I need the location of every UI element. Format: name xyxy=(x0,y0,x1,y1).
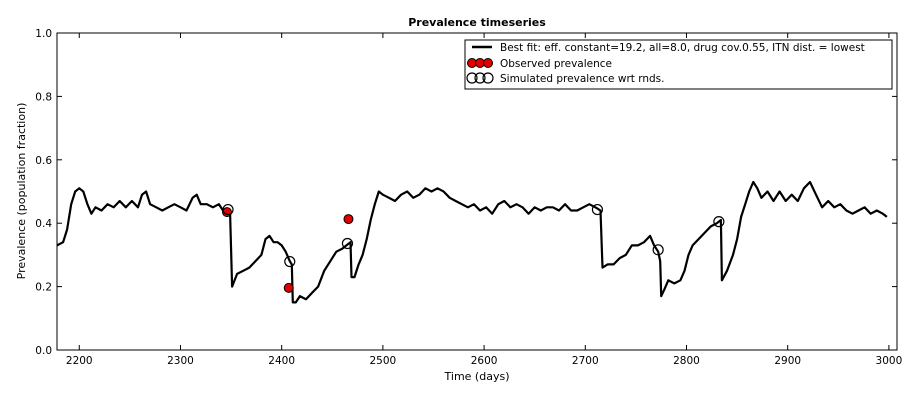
x-tick-label: 2400 xyxy=(268,355,295,367)
plot-frame xyxy=(56,32,898,351)
simulated-point xyxy=(591,203,604,216)
y-tick-label: 0.2 xyxy=(35,282,52,294)
observed-point xyxy=(343,214,354,225)
x-tick-label: 2300 xyxy=(167,355,194,367)
chart-title: Prevalence timeseries xyxy=(408,16,546,29)
y-axis-label: Prevalence (population fraction) xyxy=(15,103,28,280)
y-tick-label: 0.8 xyxy=(35,91,52,103)
y-tick-label: 0.0 xyxy=(35,345,52,357)
simulated-point xyxy=(713,216,725,228)
legend-simulated-markers xyxy=(466,72,494,84)
simulated-point xyxy=(652,244,664,256)
y-tick-label: 0.6 xyxy=(35,155,52,167)
legend-observed-markers xyxy=(467,58,493,68)
x-tick-label: 2700 xyxy=(572,355,599,367)
y-axis: 0.0 0.2 0.4 0.6 0.8 1.0 xyxy=(35,28,897,357)
x-tick-label: 2500 xyxy=(370,355,397,367)
legend-simulated-marker xyxy=(466,72,478,84)
legend-simulated-marker xyxy=(474,72,486,84)
x-tick-label: 3000 xyxy=(876,355,903,367)
legend-label-best-fit: Best fit: eff. constant=19.2, all=8.0, d… xyxy=(500,42,865,54)
y-tick-label: 0.4 xyxy=(35,218,52,230)
simulated-prevalence-points xyxy=(222,203,725,268)
x-axis: 2200 2300 2400 2500 2600 2700 2800 2900 3000 xyxy=(66,33,902,367)
legend: Best fit: eff. constant=19.2, all=8.0, d… xyxy=(464,39,893,90)
x-tick-label: 2900 xyxy=(774,355,801,367)
best-fit-series-line xyxy=(56,180,888,304)
x-axis-label: Time (days) xyxy=(444,370,510,383)
observed-prevalence-points xyxy=(222,207,354,293)
simulated-point xyxy=(222,203,234,216)
simulated-point xyxy=(284,255,296,268)
x-tick-label: 2200 xyxy=(66,355,93,367)
legend-label-simulated: Simulated prevalence wrt rnds. xyxy=(500,73,664,85)
observed-point xyxy=(283,282,294,293)
legend-observed-marker xyxy=(483,58,493,68)
x-tick-label: 2600 xyxy=(471,355,498,367)
legend-box xyxy=(464,39,893,90)
y-tick-label: 1.0 xyxy=(35,28,52,40)
x-tick-label: 2800 xyxy=(673,355,700,367)
simulated-point xyxy=(341,237,354,250)
legend-label-observed: Observed prevalence xyxy=(500,58,612,70)
legend-simulated-marker xyxy=(482,72,494,84)
